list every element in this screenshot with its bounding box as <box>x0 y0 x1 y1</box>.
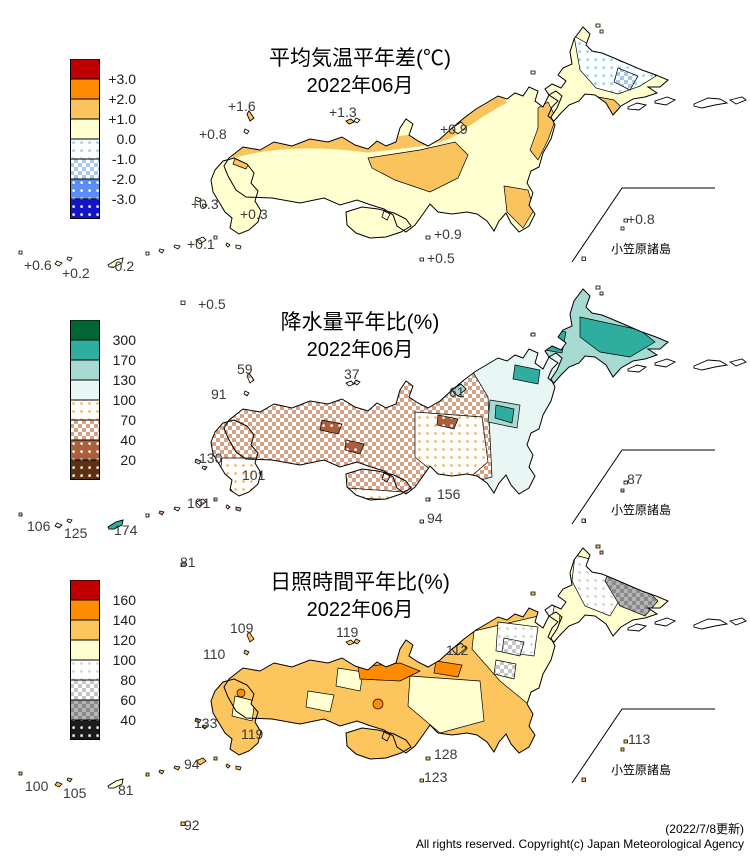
precipitation-map <box>0 262 747 592</box>
legend-tick-label: 170 <box>112 352 136 368</box>
map-value-label: 106 <box>27 518 51 534</box>
update-date: (2022/7/8更新) <box>665 822 744 836</box>
legend-tick-label: 20 <box>120 452 136 468</box>
map-month-sunshine: 2022年06月 <box>306 599 414 621</box>
map-value-label: +0.3 <box>191 196 219 212</box>
map-value-label: 94 <box>427 510 443 526</box>
map-value-label: +0.3 <box>240 206 268 222</box>
map-value-label: 113 <box>628 731 651 747</box>
legend-tick-label: 70 <box>120 412 136 428</box>
map-value-label: 112 <box>446 642 469 658</box>
sunshine-map <box>0 521 747 851</box>
map-value-label: 109 <box>230 620 254 636</box>
sunshine-legend <box>70 580 100 740</box>
legend-tick-label: 40 <box>120 432 136 448</box>
map-month-temperature: 2022年06月 <box>306 75 414 97</box>
legend-tick-label: 300 <box>112 332 136 348</box>
map-value-label: 81 <box>118 782 134 798</box>
map-value-label: 133 <box>194 715 218 731</box>
map-value-label: +0.1 <box>187 236 215 252</box>
map-value-label: 81 <box>180 554 196 570</box>
legend-tick-label: +1.0 <box>108 111 136 127</box>
legend-tick-label: 60 <box>120 692 136 708</box>
map-value-label: +0.2 <box>62 265 90 281</box>
map-title-precipitation: 降水量平年比(%) <box>280 311 440 334</box>
map-value-label: 128 <box>434 746 458 762</box>
footer: (2022/7/8更新) All rights reserved. Copyri… <box>416 822 744 852</box>
legend-tick-label: 0.0 <box>116 131 136 147</box>
map-value-label: +0.9 <box>440 121 468 137</box>
ogasawara-label-temperature: 小笠原諸島 <box>611 242 672 256</box>
map-value-label: +0.5 <box>427 250 455 266</box>
map-value-label: 101 <box>187 495 211 511</box>
copyright-notice: All rights reserved. Copyright(c) Japan … <box>415 837 744 851</box>
legend-tick-label: 120 <box>112 632 136 648</box>
map-value-label: 105 <box>63 785 87 801</box>
map-value-label: +0.5 <box>198 296 226 312</box>
legend-tick-label: 130 <box>112 372 136 388</box>
legend-tick-label: 160 <box>112 592 136 608</box>
legend-tick-label: -1.0 <box>111 151 136 167</box>
legend-tick-label: -2.0 <box>111 171 136 187</box>
map-value-label: 101 <box>242 467 266 483</box>
map-value-label: 119 <box>241 726 264 742</box>
map-value-label: 156 <box>437 486 461 502</box>
precipitation-legend <box>70 320 100 480</box>
map-value-label: 125 <box>64 525 88 541</box>
legend-tick-label: 80 <box>120 672 136 688</box>
temperature-map <box>0 0 747 330</box>
legend-tick-label: 100 <box>112 652 136 668</box>
map-value-label: 91 <box>211 386 227 402</box>
legend-tick-label: 140 <box>112 612 136 628</box>
map-value-label: 59 <box>237 361 253 377</box>
map-value-label: 130 <box>199 450 223 466</box>
map-value-label: +0.9 <box>434 226 462 242</box>
temperature-legend <box>70 59 100 219</box>
legend-tick-label: +3.0 <box>108 71 136 87</box>
map-value-label: 100 <box>25 778 49 794</box>
map-value-label: 174 <box>114 522 138 538</box>
map-value-label: 94 <box>184 756 200 772</box>
legend-tick-label: 40 <box>120 712 136 728</box>
map-value-label: 92 <box>184 817 200 833</box>
map-value-label: +1.3 <box>329 104 357 120</box>
map-title-sunshine: 日照時間平年比(%) <box>270 571 450 594</box>
map-value-label: 37 <box>344 366 360 382</box>
map-title-temperature: 平均気温平年差(℃) <box>269 47 451 70</box>
legend-tick-label: -3.0 <box>111 191 136 207</box>
map-value-label: +0.6 <box>24 257 52 273</box>
map-value-label: 87 <box>627 471 643 487</box>
map-value-label: 61 <box>449 384 465 400</box>
legend-tick-label: +2.0 <box>108 91 136 107</box>
map-value-label: 110 <box>203 646 226 662</box>
ogasawara-label-sunshine: 小笠原諸島 <box>611 763 672 777</box>
map-value-label: +0.8 <box>627 211 655 227</box>
ogasawara-label-precipitation: 小笠原諸島 <box>611 503 672 517</box>
map-month-precipitation: 2022年06月 <box>306 339 414 361</box>
legend-tick-label: 100 <box>112 392 136 408</box>
map-value-label: 123 <box>424 769 448 785</box>
map-value-label: -0.2 <box>110 258 135 274</box>
map-value-label: +0.8 <box>199 126 227 142</box>
map-value-label: +1.6 <box>228 98 256 114</box>
map-value-label: 119 <box>336 624 359 640</box>
